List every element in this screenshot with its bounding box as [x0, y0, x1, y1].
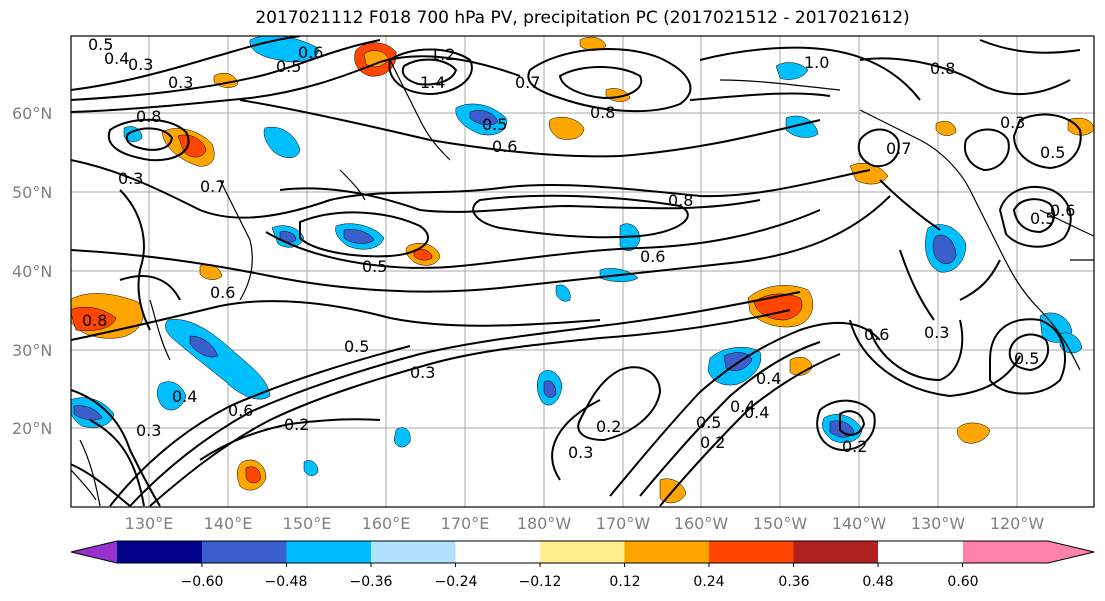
- colorbar-tick-label: −0.60: [180, 574, 224, 590]
- contour-label: 0.3: [924, 323, 949, 342]
- contour-label: 0.3: [118, 169, 143, 188]
- contour-label: 0.2: [284, 415, 309, 434]
- contour-label: 0.6: [492, 137, 517, 156]
- contour-label: 0.3: [568, 443, 593, 462]
- colorbar-bin: [709, 541, 794, 563]
- contour-label: 0.8: [82, 311, 107, 330]
- contour-label: 0.5: [362, 257, 387, 276]
- contour-label: 0.8: [668, 191, 693, 210]
- lon-label: 160°E: [361, 514, 411, 533]
- contour-label: 0.4: [730, 397, 755, 416]
- contour-label: 0.6: [864, 325, 889, 344]
- colorbar-bin: [793, 541, 878, 563]
- contour-label: 0.6: [228, 401, 253, 420]
- colorbar-tick-label: −0.48: [264, 574, 308, 590]
- contour-label: 0.2: [596, 417, 621, 436]
- colorbar-bin: [117, 541, 202, 563]
- colorbar-tick-label: −0.12: [518, 574, 562, 590]
- coastlines: [71, 59, 1094, 507]
- lon-label: 140°E: [203, 514, 253, 533]
- map-frame: [70, 35, 1095, 508]
- lat-label: 20°N: [12, 419, 53, 438]
- contour-label: 0.3: [128, 55, 153, 74]
- contour-label: 0.8: [930, 59, 955, 78]
- colorbar-tick-label: 0.12: [609, 574, 641, 590]
- colorbar-tick-label: 0.24: [693, 574, 725, 590]
- colorbar-bin: [624, 541, 709, 563]
- contour-label: 1.0: [804, 53, 829, 72]
- contour-label: 0.8: [136, 107, 161, 126]
- contour-label: 0.3: [136, 421, 161, 440]
- contour-label: 0.5: [1030, 209, 1055, 228]
- contour-label: 0.4: [744, 403, 769, 422]
- contour-label: 0.2: [700, 433, 725, 452]
- contour-label: 0.5: [1014, 349, 1039, 368]
- contour-label: 0.4: [756, 369, 781, 388]
- colorbar-outline: [70, 540, 1095, 564]
- colorbar-bin: [286, 541, 371, 563]
- contour-label: 1.4: [420, 73, 445, 92]
- contour-label: 0.6: [1050, 201, 1075, 220]
- colorbar-bin: [455, 541, 540, 563]
- lon-label: 180°W: [516, 514, 572, 533]
- contour-label: 0.3: [410, 363, 435, 382]
- contour-label: 1.2: [430, 45, 455, 64]
- map-title: 2017021112 F018 700 hPa PV, precipitatio…: [255, 8, 910, 28]
- contour-labels: 0.5 0.4 0.3 0.6 0.5 0.3 1.2 1.4 0.7 0.8 …: [82, 35, 1075, 462]
- lon-label: 120°W: [989, 514, 1045, 533]
- colorbar-extend-high: [963, 541, 1094, 563]
- pv-contours: [71, 36, 1082, 507]
- lat-label: 50°N: [12, 183, 53, 202]
- contour-label: 0.5: [696, 413, 721, 432]
- colorbar-tick-label: 0.60: [947, 574, 979, 590]
- colorbar-tick-label: 0.36: [778, 574, 810, 590]
- colorbar-tick-label: −0.24: [434, 574, 478, 590]
- colorbar-extend-low: [71, 541, 117, 563]
- lat-label: 40°N: [12, 262, 53, 281]
- colorbar-tick-label: 0.48: [862, 574, 894, 590]
- contour-label: 0.2: [842, 437, 867, 456]
- lon-label: 150°W: [752, 514, 808, 533]
- map-plot: 0.5 0.4 0.3 0.6 0.5 0.3 1.2 1.4 0.7 0.8 …: [70, 35, 1095, 508]
- contour-label: 0.3: [168, 73, 193, 92]
- lat-label: 60°N: [12, 104, 53, 123]
- lon-label: 160°W: [673, 514, 729, 533]
- contour-label: 0.5: [344, 337, 369, 356]
- colorbar-bin: [371, 541, 456, 563]
- lon-label: 130°E: [124, 514, 174, 533]
- colorbar-bin: [540, 541, 625, 563]
- contour-label: 0.7: [886, 139, 911, 158]
- contour-label: 0.5: [88, 35, 113, 54]
- contour-label: 0.4: [172, 387, 197, 406]
- contour-label: 0.8: [590, 103, 615, 122]
- contour-label: 0.7: [200, 177, 225, 196]
- contour-label: 0.3: [1000, 113, 1025, 132]
- lat-label: 30°N: [12, 341, 53, 360]
- colorbar-tick-label: −0.36: [349, 574, 393, 590]
- lon-label: 140°W: [831, 514, 887, 533]
- lon-label: 170°W: [595, 514, 651, 533]
- lon-label: 170°E: [440, 514, 490, 533]
- lon-label: 130°W: [910, 514, 966, 533]
- contour-label: 0.4: [104, 49, 129, 68]
- contour-label: 0.6: [298, 43, 323, 62]
- lon-label: 150°E: [282, 514, 332, 533]
- colorbar-bin: [202, 541, 287, 563]
- contour-label: 0.5: [482, 115, 507, 134]
- contour-label: 0.6: [640, 247, 665, 266]
- contour-label: 0.5: [1040, 143, 1065, 162]
- contour-label: 0.6: [210, 283, 235, 302]
- contour-label: 0.7: [515, 73, 540, 92]
- contour-label: 0.5: [276, 57, 301, 76]
